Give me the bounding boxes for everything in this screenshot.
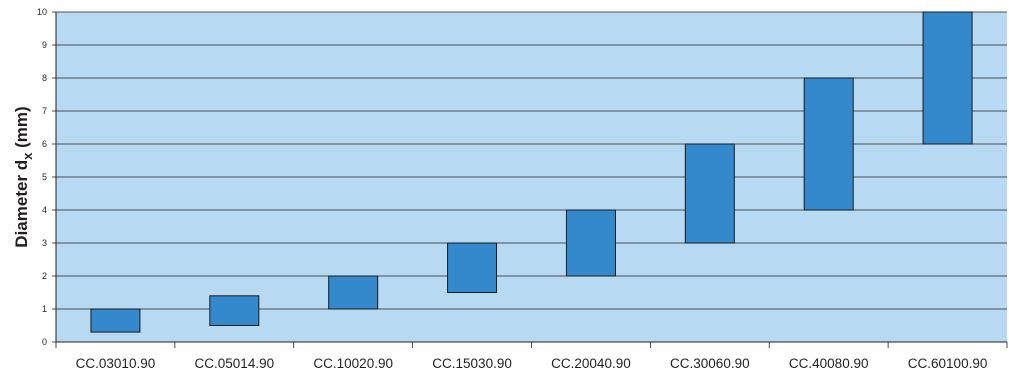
range-bar [90, 308, 141, 333]
range-bar [328, 275, 379, 310]
x-tick-label: CC.10020.90 [313, 356, 393, 371]
range-bars [90, 11, 973, 333]
range-bar [803, 77, 854, 211]
range-bar [684, 143, 735, 244]
x-tick-label: CC.40080.90 [789, 356, 869, 371]
y-tick-label: 5 [42, 172, 47, 182]
y-tick-label: 1 [42, 304, 47, 314]
x-tick-label: CC.20040.90 [551, 356, 631, 371]
y-axis-label-main: Diameter d [12, 160, 31, 248]
y-tick-label: 6 [42, 139, 47, 149]
y-tick-label: 3 [42, 238, 47, 248]
y-tick-labels: 0 1 2 3 4 5 6 7 8 9 10 [37, 7, 47, 347]
x-tick-label: CC.30060.90 [670, 356, 750, 371]
y-axis-label-unit: (mm) [12, 106, 31, 152]
y-tick-label: 9 [42, 40, 47, 50]
y-tick-label: 2 [42, 271, 47, 281]
x-tick-label: CC.60100.90 [908, 356, 988, 371]
y-axis-label: Diameter dx (mm) [12, 106, 35, 247]
range-bar [565, 209, 616, 277]
y-tick-label: 4 [42, 205, 47, 215]
x-tick-labels: CC.03010.90 CC.05014.90 CC.10020.90 CC.1503… [76, 356, 988, 371]
y-tick-label: 0 [42, 337, 47, 347]
gridlines [56, 11, 1007, 343]
range-bar [209, 295, 260, 326]
x-tick-label: CC.05014.90 [195, 356, 275, 371]
y-tick-label: 8 [42, 73, 47, 83]
x-tick-label: CC.03010.90 [76, 356, 156, 371]
y-tick-label: 10 [37, 7, 47, 17]
range-bar [922, 11, 973, 145]
x-tick-label: CC.15030.90 [432, 356, 512, 371]
y-axis-label-subscript: x [20, 152, 35, 160]
axes [52, 11, 1008, 348]
range-bar [447, 242, 498, 293]
y-tick-label: 7 [42, 106, 47, 116]
